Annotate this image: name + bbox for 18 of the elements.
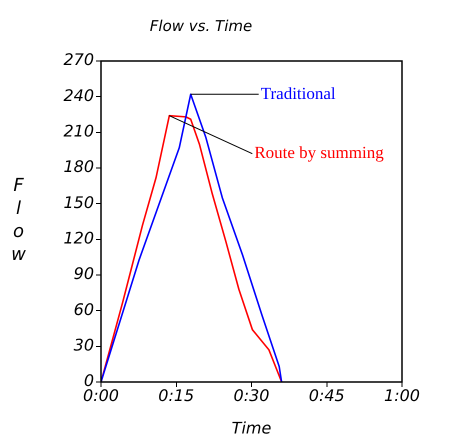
text: Route by summing — [254, 143, 384, 162]
y-tick-label: 30 — [74, 335, 94, 354]
y-tick-label: 240 — [63, 86, 94, 105]
chart-title: Flow vs. Time — [150, 16, 252, 35]
y-axis-title: Flow — [8, 175, 29, 267]
y-tick-label: 270 — [63, 50, 94, 70]
y-tick-label: 120 — [63, 228, 94, 248]
y-tick-label: 90 — [74, 264, 94, 284]
text: Traditional — [260, 84, 336, 103]
x-tick-label: 0:45 — [308, 386, 345, 405]
y-tick-label: 150 — [63, 192, 94, 212]
x-tick-label: 0:15 — [158, 386, 194, 405]
x-tick-label: 0:30 — [234, 386, 270, 405]
y-tick-label: 180 — [63, 157, 94, 176]
x-tick-label: 1:00 — [384, 386, 420, 405]
x-axis-title: Time — [232, 418, 272, 438]
y-tick-label: 60 — [74, 300, 94, 319]
y-tick-label: 210 — [63, 121, 94, 140]
